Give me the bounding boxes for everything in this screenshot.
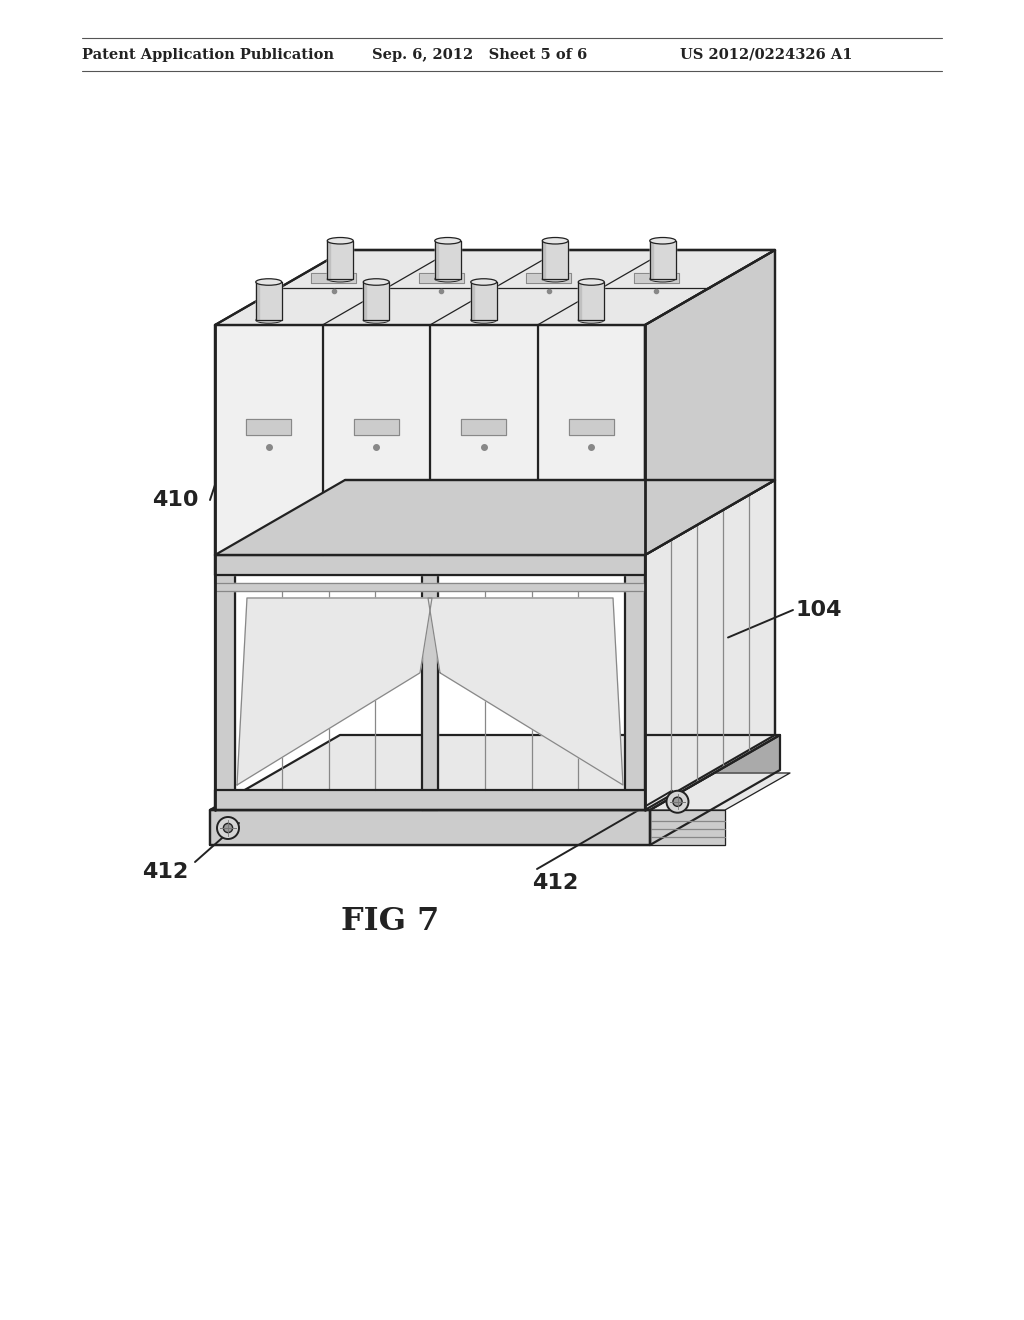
Polygon shape bbox=[353, 420, 398, 436]
Text: Patent Application Publication: Patent Application Publication bbox=[82, 48, 334, 62]
Polygon shape bbox=[215, 325, 645, 554]
Polygon shape bbox=[540, 327, 643, 553]
Polygon shape bbox=[526, 272, 571, 282]
Polygon shape bbox=[215, 554, 234, 810]
Polygon shape bbox=[625, 554, 645, 810]
Ellipse shape bbox=[328, 276, 353, 282]
Polygon shape bbox=[215, 789, 645, 810]
Polygon shape bbox=[543, 240, 568, 279]
Polygon shape bbox=[650, 774, 790, 810]
Polygon shape bbox=[328, 240, 353, 279]
Polygon shape bbox=[579, 282, 604, 319]
Polygon shape bbox=[364, 282, 367, 319]
Polygon shape bbox=[364, 282, 389, 319]
Polygon shape bbox=[650, 240, 676, 279]
Polygon shape bbox=[256, 282, 259, 319]
Ellipse shape bbox=[471, 279, 497, 285]
Polygon shape bbox=[634, 272, 679, 282]
Ellipse shape bbox=[543, 238, 568, 244]
Polygon shape bbox=[435, 240, 437, 279]
Polygon shape bbox=[215, 554, 645, 576]
Ellipse shape bbox=[543, 276, 568, 282]
Text: US 2012/0224326 A1: US 2012/0224326 A1 bbox=[680, 48, 853, 62]
Ellipse shape bbox=[435, 238, 461, 244]
Text: 410: 410 bbox=[152, 490, 199, 510]
Polygon shape bbox=[311, 272, 356, 282]
Text: 412: 412 bbox=[531, 873, 579, 894]
Polygon shape bbox=[461, 420, 506, 436]
Polygon shape bbox=[210, 735, 780, 810]
Ellipse shape bbox=[650, 238, 676, 244]
Text: FIG 7: FIG 7 bbox=[341, 907, 439, 937]
Polygon shape bbox=[645, 249, 775, 554]
Ellipse shape bbox=[650, 276, 676, 282]
Ellipse shape bbox=[435, 276, 461, 282]
Polygon shape bbox=[256, 282, 282, 319]
Ellipse shape bbox=[364, 317, 389, 323]
Polygon shape bbox=[645, 480, 775, 810]
Ellipse shape bbox=[579, 279, 604, 285]
Circle shape bbox=[667, 791, 688, 813]
Polygon shape bbox=[568, 420, 613, 436]
Text: Sep. 6, 2012   Sheet 5 of 6: Sep. 6, 2012 Sheet 5 of 6 bbox=[372, 48, 587, 62]
Text: 412: 412 bbox=[142, 862, 188, 882]
Ellipse shape bbox=[256, 317, 282, 323]
Polygon shape bbox=[650, 240, 652, 279]
Polygon shape bbox=[419, 272, 464, 282]
Polygon shape bbox=[215, 480, 775, 554]
Circle shape bbox=[223, 824, 232, 833]
Ellipse shape bbox=[256, 279, 282, 285]
Circle shape bbox=[217, 817, 239, 840]
Polygon shape bbox=[210, 810, 650, 845]
Text: 104: 104 bbox=[795, 601, 842, 620]
Polygon shape bbox=[328, 240, 331, 279]
Polygon shape bbox=[579, 282, 582, 319]
Ellipse shape bbox=[471, 317, 497, 323]
Ellipse shape bbox=[579, 317, 604, 323]
Polygon shape bbox=[246, 420, 291, 436]
Polygon shape bbox=[422, 554, 438, 810]
Polygon shape bbox=[237, 598, 432, 785]
Circle shape bbox=[673, 797, 682, 807]
Polygon shape bbox=[471, 282, 474, 319]
Polygon shape bbox=[435, 240, 461, 279]
Ellipse shape bbox=[328, 238, 353, 244]
Polygon shape bbox=[217, 327, 321, 553]
Polygon shape bbox=[215, 249, 775, 325]
Ellipse shape bbox=[364, 279, 389, 285]
Polygon shape bbox=[650, 735, 780, 845]
Polygon shape bbox=[325, 327, 428, 553]
Polygon shape bbox=[432, 327, 536, 553]
Polygon shape bbox=[471, 282, 497, 319]
Polygon shape bbox=[215, 583, 645, 591]
Polygon shape bbox=[428, 598, 623, 785]
Polygon shape bbox=[543, 240, 545, 279]
Polygon shape bbox=[650, 810, 725, 845]
